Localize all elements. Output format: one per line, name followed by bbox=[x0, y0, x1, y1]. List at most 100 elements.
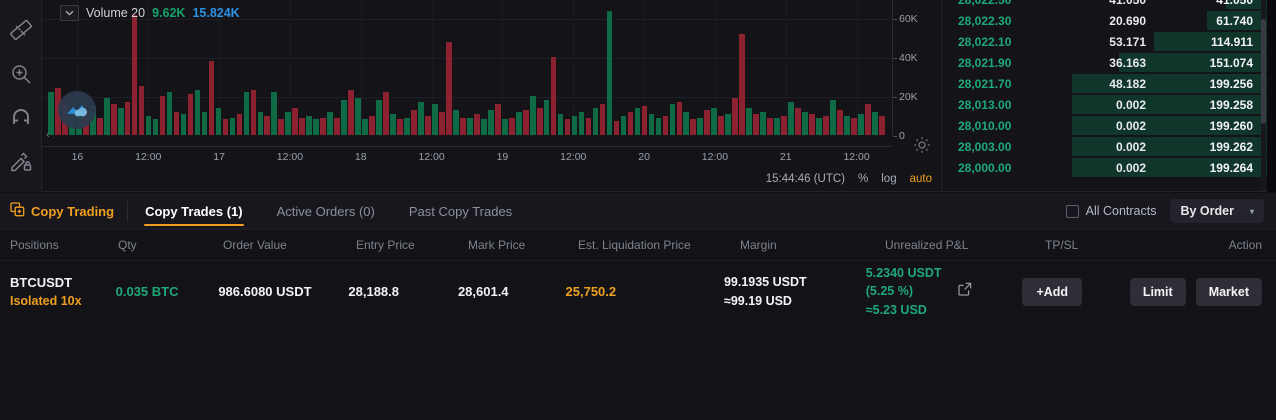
all-contracts-checkbox[interactable]: All Contracts bbox=[1065, 204, 1156, 218]
order-book-panel[interactable]: 28,022.5041.05041.05028,022.3020.69061.7… bbox=[941, 0, 1267, 192]
order-book-price: 28,021.90 bbox=[958, 55, 1012, 70]
chart-drawing-toolbar bbox=[0, 0, 42, 216]
volume-indicator-name: Volume 20 bbox=[86, 6, 146, 20]
order-book-price: 28,021.70 bbox=[958, 76, 1012, 91]
volume-bar bbox=[376, 100, 382, 135]
volume-bar bbox=[648, 113, 655, 135]
volume-bar bbox=[432, 103, 438, 135]
tab-past-copy-trades[interactable]: Past Copy Trades bbox=[408, 203, 513, 219]
volume-bar bbox=[480, 119, 487, 135]
measure-ruler-icon[interactable] bbox=[9, 18, 33, 42]
volume-bar bbox=[585, 117, 592, 135]
tab-active-orders[interactable]: Active Orders (0) bbox=[276, 203, 375, 219]
volume-bar bbox=[508, 117, 515, 135]
volume-tick-40K: 40K bbox=[893, 52, 918, 65]
by-order-label: By Order bbox=[1180, 204, 1234, 218]
volume-bar bbox=[781, 115, 787, 135]
volume-bar bbox=[802, 111, 808, 135]
time-tick: 20 bbox=[638, 151, 650, 163]
volume-bar bbox=[683, 111, 690, 135]
order-book-price: 28,000.00 bbox=[958, 160, 1012, 175]
volume-bar bbox=[54, 88, 61, 135]
volume-bar bbox=[215, 107, 222, 135]
volume-bar bbox=[613, 121, 620, 135]
order-book-price: 28,022.30 bbox=[958, 13, 1012, 28]
by-order-dropdown[interactable]: By Order ▾ bbox=[1170, 199, 1264, 223]
external-link-icon[interactable] bbox=[957, 282, 972, 301]
volume-bar bbox=[425, 115, 431, 135]
order-book-depth-bar bbox=[1072, 137, 1267, 156]
volume-bar bbox=[418, 101, 424, 135]
close-market-button[interactable]: Market bbox=[1195, 277, 1262, 306]
volume-axis[interactable]: 0 20K 40K 60K bbox=[892, 0, 940, 142]
order-book-scrollbar[interactable] bbox=[1261, 0, 1266, 191]
volume-bar bbox=[837, 109, 843, 135]
order-book-qty: 0.002 bbox=[1115, 160, 1146, 175]
volume-bar bbox=[306, 115, 313, 135]
volume-bar bbox=[152, 119, 159, 135]
volume-bar bbox=[327, 111, 333, 135]
volume-bar bbox=[795, 107, 801, 135]
copy-trading-button[interactable]: Copy Trading bbox=[0, 200, 129, 222]
volume-bar bbox=[557, 113, 564, 135]
add-tpsl-button[interactable]: +Add bbox=[1022, 277, 1083, 306]
order-book-qty: 0.002 bbox=[1115, 139, 1146, 154]
volume-bar bbox=[634, 107, 641, 135]
pnl-percent: (5.25 %) bbox=[865, 284, 914, 299]
column-header-action: Action bbox=[1228, 238, 1262, 252]
position-symbol: BTCUSDT bbox=[10, 275, 73, 290]
volume-bar bbox=[690, 119, 697, 135]
volume-bar bbox=[166, 92, 173, 135]
table-header-row: Positions Qty Order Value Entry Price Ma… bbox=[0, 230, 1276, 260]
volume-bar bbox=[536, 107, 543, 135]
scale-auto-button[interactable]: auto bbox=[909, 173, 932, 185]
volume-value-blue: 15.824K bbox=[192, 6, 240, 20]
column-header-order-value: Order Value bbox=[223, 238, 287, 252]
volume-bar bbox=[669, 103, 676, 135]
volume-bar bbox=[460, 117, 466, 135]
volume-bar bbox=[627, 111, 634, 135]
scale-log-button[interactable]: log bbox=[881, 173, 897, 185]
volume-bar bbox=[145, 115, 152, 135]
column-header-margin: Margin bbox=[740, 238, 777, 252]
volume-bar bbox=[278, 119, 285, 135]
time-tick: 18 bbox=[354, 151, 367, 163]
close-limit-button[interactable]: Limit bbox=[1129, 277, 1186, 306]
pencil-lock-icon[interactable] bbox=[9, 150, 33, 174]
chart-scroll-left-arrow[interactable]: ‹ bbox=[46, 129, 50, 141]
position-order-value: 986.6080 USDT bbox=[218, 284, 312, 299]
order-book-row[interactable]: 28,003.00 0.002 199.262 bbox=[942, 136, 1267, 157]
volume-bar bbox=[222, 119, 229, 135]
volume-bar bbox=[299, 117, 306, 135]
volume-bar bbox=[271, 92, 278, 135]
magnet-icon[interactable] bbox=[9, 106, 33, 130]
chart-canvas[interactable]: Volume 20 9.62K 15.824K ‹ 0 20K 40K 60K 16 1… bbox=[42, 0, 940, 191]
tab-copy-trades[interactable]: Copy Trades (1) bbox=[128, 193, 260, 229]
scale-percent-button[interactable]: % bbox=[858, 173, 869, 185]
volume-bar bbox=[250, 90, 257, 135]
position-leverage: Isolated 10x bbox=[10, 294, 82, 308]
table-row[interactable]: BTCUSDT Isolated 10x 0.035 BTC 986.6080 … bbox=[0, 260, 1276, 322]
copy-trading-label: Copy Trading bbox=[31, 203, 115, 219]
chevron-down-icon: ▾ bbox=[1249, 206, 1254, 216]
volume-bar bbox=[662, 115, 669, 135]
pnl-usd: ≈5.23 USD bbox=[865, 302, 927, 317]
zoom-in-icon[interactable] bbox=[9, 62, 33, 86]
volume-bar bbox=[522, 109, 529, 135]
order-book-row[interactable]: 28,010.00 0.002 199.260 bbox=[942, 115, 1267, 136]
chevron-down-icon[interactable] bbox=[60, 5, 79, 21]
volume-bar bbox=[830, 100, 836, 135]
order-book-row[interactable]: 28,022.5041.05041.050 bbox=[942, 0, 1267, 10]
time-axis-line bbox=[42, 146, 892, 147]
order-book-row[interactable]: 28,022.30 20.690 61.740 bbox=[942, 10, 1267, 31]
order-book-row[interactable]: 28,021.70 48.182 199.256 bbox=[942, 73, 1267, 94]
order-book-row[interactable]: 28,022.10 53.171 114.911 bbox=[942, 31, 1267, 52]
order-book-qty: 41.050 bbox=[1050, 0, 1146, 7]
gear-icon[interactable] bbox=[912, 135, 932, 155]
volume-bar bbox=[313, 119, 320, 135]
order-book-row[interactable]: 28,021.90 36.163 151.074 bbox=[942, 52, 1267, 73]
order-book-row[interactable]: 28,000.00 0.002 199.264 bbox=[942, 157, 1267, 178]
order-book-row[interactable]: 28,013.00 0.002 199.258 bbox=[942, 94, 1267, 115]
positions-tabbar: Copy Trading Copy Trades (1) Active Order… bbox=[0, 193, 1276, 230]
